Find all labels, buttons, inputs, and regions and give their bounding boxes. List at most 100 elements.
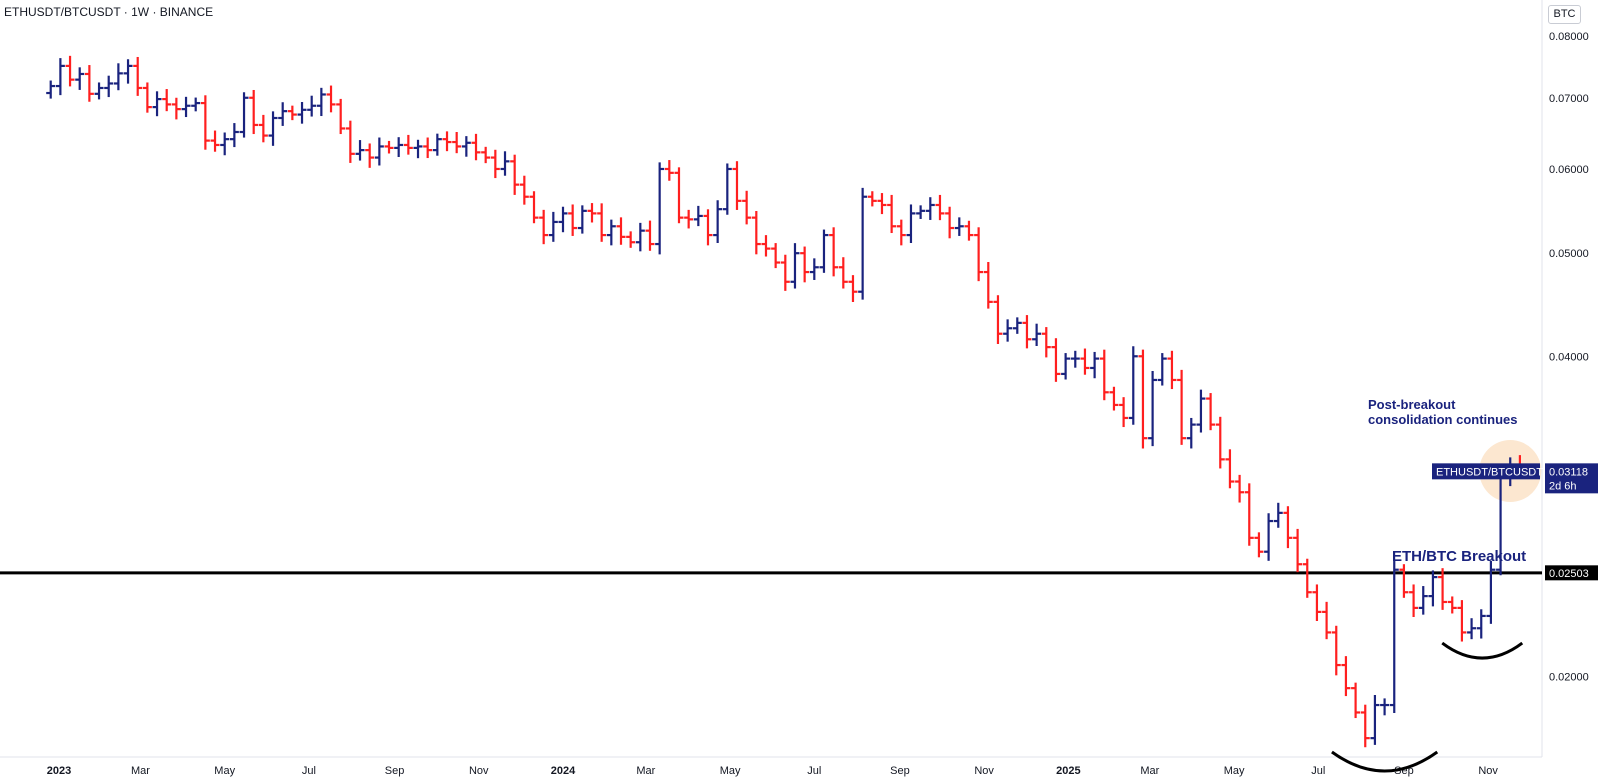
ohlc-bar — [916, 205, 926, 219]
bottom-arc-2 — [1441, 641, 1524, 660]
ohlc-bar — [925, 197, 935, 220]
ohlc-bar — [1341, 656, 1351, 697]
ohlc-bar — [954, 217, 964, 236]
ohlc-bar — [906, 204, 916, 243]
ohlc-bar — [626, 231, 636, 248]
time-tick-label: May — [720, 765, 741, 777]
ohlc-bar — [935, 194, 945, 221]
ohlc-bar — [1438, 568, 1448, 610]
currency-button[interactable]: BTC — [1548, 5, 1581, 24]
ohlc-bar — [94, 82, 104, 100]
time-tick-label: Mar — [131, 765, 150, 777]
ohlc-bar — [703, 209, 713, 246]
annotation-consolidation: Post-breakout consolidation continues — [1368, 397, 1518, 427]
ohlc-bar — [1360, 704, 1370, 748]
ohlc-bar — [123, 59, 133, 84]
ohlc-bar — [1476, 609, 1486, 639]
ohlc-bar — [1235, 474, 1245, 503]
bar-countdown-text: 2d 6h — [1549, 480, 1577, 492]
ohlc-bar — [1293, 528, 1303, 573]
ohlc-bar — [481, 146, 491, 164]
ohlc-bar — [616, 217, 626, 245]
ohlc-bar — [1032, 323, 1042, 347]
last-price-badge: ETHUSDT/BTCUSDT 0.03118 2d 6h — [1432, 463, 1598, 494]
ohlc-bar — [210, 130, 220, 152]
ohlc-bar — [974, 227, 984, 282]
ohlc-bar — [1283, 506, 1293, 549]
annotation-consolidation-line-2: consolidation continues — [1368, 412, 1518, 427]
ohlc-bar — [1467, 618, 1477, 640]
price-tick-label: 0.06000 — [1549, 164, 1589, 176]
ohlc-bar — [964, 220, 974, 241]
ohlc-bar — [1486, 560, 1496, 624]
ohlc-bar — [597, 203, 607, 242]
ohlc-bar — [1177, 369, 1187, 445]
time-tick-label: Nov — [974, 765, 994, 777]
price-axis[interactable]: 0.08000 0.07000 0.06000 0.05000 0.04000 0.020… — [1549, 31, 1589, 683]
ohlc-bar — [1380, 698, 1390, 716]
ohlc-bar — [229, 123, 239, 148]
level-price-badge: 0.02503 — [1545, 565, 1598, 581]
ohlc-bar — [104, 75, 114, 98]
ohlc-bar — [1302, 558, 1312, 598]
ohlc-bar — [848, 275, 858, 302]
ohlc-bar — [519, 175, 529, 205]
ohlc-bar — [771, 243, 781, 269]
ohlc-bar — [365, 143, 375, 168]
ohlc-bar — [751, 210, 761, 255]
annotation-consolidation-line-1: Post-breakout — [1368, 397, 1456, 412]
bottom-arc-1 — [1331, 750, 1439, 773]
ohlc-bar — [1206, 393, 1216, 431]
time-tick-label: 2023 — [47, 765, 71, 777]
ohlc-bar — [374, 137, 384, 166]
annotation-breakout: ETH/BTC Breakout — [1392, 548, 1526, 565]
ohlc-bar — [1428, 570, 1438, 607]
ohlc-bar — [113, 63, 123, 91]
ohlc-bar — [181, 96, 191, 118]
ohlc-bar — [693, 205, 703, 227]
ohlc-bar — [1351, 682, 1361, 719]
time-tick-label: Jul — [1311, 765, 1325, 777]
symbol-tag-text: ETHUSDT/BTCUSDT — [1436, 466, 1543, 478]
ohlc-bar — [297, 102, 307, 124]
ohlc-bar — [1061, 353, 1071, 380]
ohlc-bar — [790, 243, 800, 289]
ohlc-bar — [1003, 319, 1013, 342]
ohlc-bar — [606, 219, 616, 246]
ohlc-bar — [655, 162, 665, 255]
ohlc-bar — [394, 137, 404, 158]
ohlc-bar — [1447, 596, 1457, 614]
ohlc-bar — [761, 235, 771, 257]
ohlc-bar — [858, 187, 868, 300]
ohlc-bar — [1399, 564, 1409, 598]
ohlc-bar — [877, 193, 887, 215]
ohlc-bar — [539, 209, 549, 245]
ohlc-bar — [1273, 502, 1283, 528]
ohlc-bar — [809, 258, 819, 280]
ohlc-bar — [896, 219, 906, 246]
ohlc-bar — [1389, 560, 1399, 713]
ohlc-bar — [133, 56, 143, 96]
ohlc-bar — [432, 133, 442, 156]
price-tick-label: 0.02000 — [1549, 671, 1589, 683]
ohlc-bar — [200, 95, 210, 150]
ohlc-bar — [1331, 625, 1341, 676]
ohlc-bar — [993, 295, 1003, 345]
price-tick-label: 0.08000 — [1549, 31, 1589, 43]
ohlc-bar — [1148, 371, 1158, 447]
ohlc-bar — [1041, 327, 1051, 358]
ohlc-bar — [1070, 350, 1080, 368]
ohlc-bar — [1051, 338, 1061, 382]
ohlc-bar — [316, 87, 326, 117]
ohlc-bar — [403, 134, 413, 155]
ohlc-bar — [1128, 346, 1138, 425]
ohlc-bar — [355, 140, 365, 161]
time-axis[interactable]: 2023 Mar May Jul Sep Nov 2024 Mar May Jul Sep Nov 20… — [47, 765, 1499, 777]
ohlc-bar — [258, 114, 268, 143]
time-tick-label: May — [1224, 765, 1245, 777]
ohlc-bar — [1322, 601, 1332, 640]
ohlc-bar — [471, 133, 481, 161]
ohlc-bar — [1012, 317, 1022, 334]
ohlc-bar — [220, 132, 230, 156]
